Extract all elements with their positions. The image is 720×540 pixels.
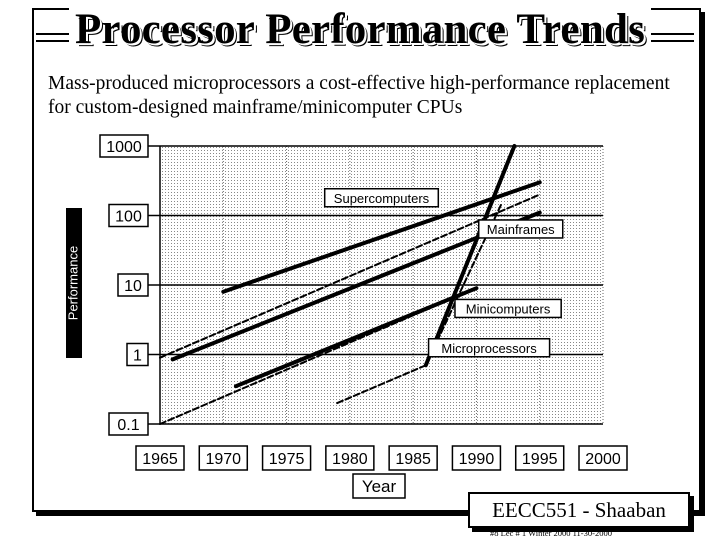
series-lines (159, 144, 542, 425)
y-tick-label: 0.1 (117, 417, 139, 434)
x-tick-box (578, 445, 628, 471)
y-tick-label: 1000 (106, 139, 142, 156)
x-tick-label: 2000 (585, 451, 621, 468)
series-line-microprocessors-trend (423, 144, 517, 368)
x-tick-label: 1965 (142, 451, 178, 468)
annotation-box-supercomputers (323, 188, 440, 208)
y-tick-box (108, 412, 149, 436)
y-axis-title-group: Performance (65, 208, 82, 358)
y-tick-labels: 1000 100 10 1 0.1 (99, 134, 149, 436)
y-tick-box (108, 203, 149, 228)
slide-title: Processor Performance Trends (0, 6, 720, 53)
lecture-info: #8 Lec # 1 Winter 2000 11-30-2000 (490, 528, 612, 538)
y-tick-label: 100 (115, 209, 142, 226)
x-tick-box (135, 445, 185, 471)
y-tick-box (99, 134, 149, 158)
x-tick-label: 1975 (269, 451, 305, 468)
series-line-supercomputers-envelope (159, 193, 541, 359)
x-tick-label: 1980 (332, 451, 368, 468)
x-tick-box (198, 445, 249, 471)
series-line-minicomputers-trend (233, 286, 479, 389)
x-axis-title-group: Year (352, 473, 406, 499)
x-tick-label: 1995 (522, 451, 558, 468)
y-axis-title: Performance (65, 246, 80, 320)
x-tick-box (514, 445, 565, 471)
slide-subtitle: Mass-produced microprocessors a cost-eff… (48, 73, 670, 118)
x-tick-label: 1970 (205, 451, 241, 468)
series-line-mainframes-envelope (159, 287, 478, 425)
course-badge: EECC551 - Shaaban (468, 492, 690, 528)
x-tick-box (261, 445, 312, 471)
annotation-box-mainframes (477, 219, 564, 239)
slide-title-text: Processor Performance Trends (68, 6, 652, 53)
series-labels: Supercomputers Mainframes Minicomputers Mic… (323, 188, 564, 358)
series-line-supercomputers-trend (221, 180, 542, 294)
y-tick-label: 1 (133, 348, 142, 365)
y-tick-box (126, 342, 149, 367)
x-tick-label: 1985 (395, 451, 431, 468)
annotation-supercomputers: Supercomputers (334, 191, 430, 206)
annotation-minicomputers: Minicomputers (466, 301, 551, 316)
y-tick-box (117, 273, 149, 297)
annotation-box-minicomputers (454, 298, 562, 319)
annotation-box-microprocessors (427, 338, 551, 358)
x-tick-box (451, 445, 502, 471)
x-tick-box (388, 445, 438, 471)
x-tick-box (325, 445, 375, 471)
x-tick-labels: 1965 1970 1975 1980 1985 1990 1995 2000 (135, 445, 628, 471)
x-axis-title: Year (362, 477, 397, 496)
annotation-microprocessors: Microprocessors (441, 341, 537, 356)
annotation-mainframes: Mainframes (487, 222, 555, 237)
series-line-minicomputers-envelope (336, 364, 427, 405)
y-tick-label: 10 (124, 278, 142, 295)
x-tick-label: 1990 (459, 451, 495, 468)
